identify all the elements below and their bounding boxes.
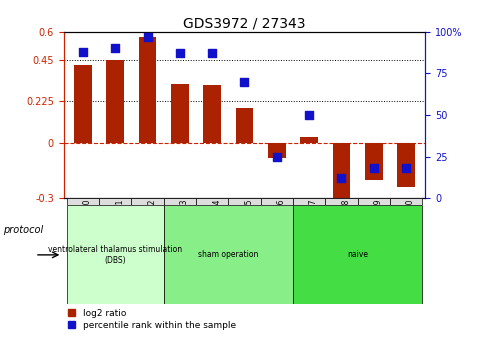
Text: GSM634965: GSM634965 [244,199,253,245]
Legend: log2 ratio, percentile rank within the sample: log2 ratio, percentile rank within the s… [68,309,235,330]
FancyBboxPatch shape [357,198,389,205]
FancyBboxPatch shape [99,198,131,205]
Bar [332,143,349,204]
Text: protocol: protocol [3,225,43,235]
Text: GSM634964: GSM634964 [212,199,221,245]
Text: GSM634966: GSM634966 [276,199,285,245]
Text: GSM634960: GSM634960 [83,199,92,245]
FancyBboxPatch shape [389,198,421,205]
Bar [74,65,92,143]
Text: GSM634962: GSM634962 [147,199,156,245]
FancyBboxPatch shape [196,198,228,205]
Point [369,165,377,171]
Bar [300,137,317,143]
Point [208,51,216,56]
Bar [203,85,221,143]
Text: GSM634969: GSM634969 [373,199,382,245]
Point [240,79,248,85]
Point [143,34,151,40]
FancyBboxPatch shape [292,205,421,304]
FancyBboxPatch shape [67,198,99,205]
FancyBboxPatch shape [292,198,325,205]
FancyBboxPatch shape [228,198,260,205]
Bar [267,143,285,158]
Text: naive: naive [346,250,367,259]
Text: GSM634970: GSM634970 [405,199,414,245]
Point [79,49,87,55]
FancyBboxPatch shape [67,205,163,304]
Title: GDS3972 / 27343: GDS3972 / 27343 [183,17,305,31]
Text: ventrolateral thalamus stimulation
(DBS): ventrolateral thalamus stimulation (DBS) [48,245,182,264]
Bar [171,84,188,143]
Bar [139,38,156,143]
Point [401,165,409,171]
Point [176,51,183,56]
FancyBboxPatch shape [325,198,357,205]
Text: sham operation: sham operation [198,250,258,259]
Text: GSM634967: GSM634967 [308,199,318,245]
FancyBboxPatch shape [260,198,292,205]
Point [337,176,345,181]
Point [111,46,119,51]
FancyBboxPatch shape [163,205,292,304]
Text: GSM634963: GSM634963 [180,199,188,245]
Point [305,112,312,118]
Bar [364,143,382,180]
Point [272,154,280,159]
FancyBboxPatch shape [163,198,196,205]
FancyBboxPatch shape [131,198,163,205]
Text: GSM634961: GSM634961 [115,199,124,245]
Bar [396,143,414,187]
Bar [106,59,124,143]
Bar [235,108,253,143]
Text: GSM634968: GSM634968 [341,199,350,245]
